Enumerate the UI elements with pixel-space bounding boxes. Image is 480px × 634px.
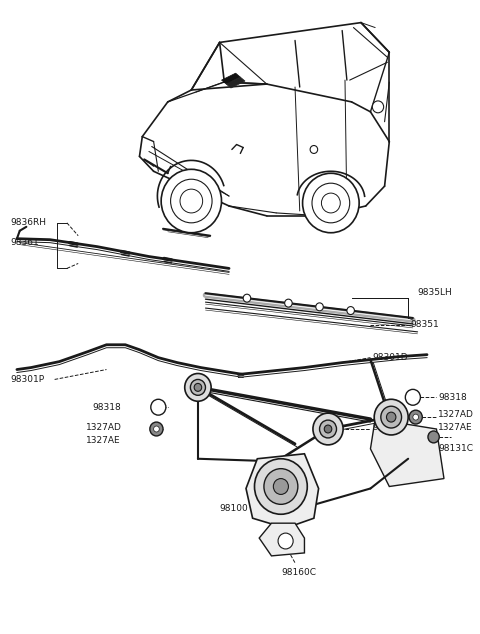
Circle shape — [405, 389, 420, 405]
Circle shape — [170, 179, 212, 223]
Text: 98301D: 98301D — [372, 353, 408, 362]
Circle shape — [322, 193, 340, 213]
Circle shape — [313, 413, 343, 445]
Text: 98361: 98361 — [10, 238, 39, 247]
Text: 98301P: 98301P — [10, 375, 45, 384]
Circle shape — [374, 399, 408, 435]
Text: 1327AE: 1327AE — [86, 436, 120, 446]
Polygon shape — [226, 77, 245, 88]
Circle shape — [191, 379, 205, 396]
Text: 1327AD: 1327AD — [438, 410, 474, 418]
Text: 98131C: 98131C — [438, 444, 473, 453]
Circle shape — [409, 410, 422, 424]
Circle shape — [151, 399, 166, 415]
Polygon shape — [371, 419, 444, 486]
Text: 98200: 98200 — [372, 422, 401, 432]
Circle shape — [180, 189, 203, 213]
Circle shape — [150, 422, 163, 436]
Circle shape — [285, 299, 292, 307]
Circle shape — [254, 459, 307, 514]
Text: 98160C: 98160C — [281, 568, 316, 577]
Circle shape — [381, 406, 402, 428]
Text: 98351: 98351 — [410, 320, 439, 330]
Polygon shape — [246, 454, 319, 528]
Circle shape — [161, 169, 221, 233]
Circle shape — [264, 469, 298, 504]
Circle shape — [194, 384, 202, 391]
Circle shape — [312, 183, 350, 223]
Circle shape — [372, 101, 384, 113]
Circle shape — [273, 479, 288, 495]
Circle shape — [185, 373, 211, 401]
Circle shape — [316, 303, 324, 311]
Circle shape — [320, 420, 336, 438]
Circle shape — [310, 146, 318, 153]
Circle shape — [243, 294, 251, 302]
Circle shape — [324, 425, 332, 433]
Polygon shape — [259, 523, 304, 556]
Text: 1327AE: 1327AE — [438, 422, 473, 432]
Polygon shape — [221, 73, 240, 84]
Text: 98318: 98318 — [438, 393, 467, 402]
Circle shape — [278, 533, 293, 549]
Circle shape — [413, 414, 419, 420]
Text: 9836RH: 9836RH — [10, 218, 46, 228]
Circle shape — [154, 426, 159, 432]
Circle shape — [386, 412, 396, 422]
Text: 9835LH: 9835LH — [418, 288, 452, 297]
Circle shape — [347, 307, 354, 314]
Circle shape — [302, 173, 359, 233]
Text: 98100: 98100 — [220, 504, 248, 513]
Circle shape — [428, 431, 439, 443]
Text: 1327AD: 1327AD — [86, 422, 121, 432]
Text: 98318: 98318 — [92, 403, 121, 411]
